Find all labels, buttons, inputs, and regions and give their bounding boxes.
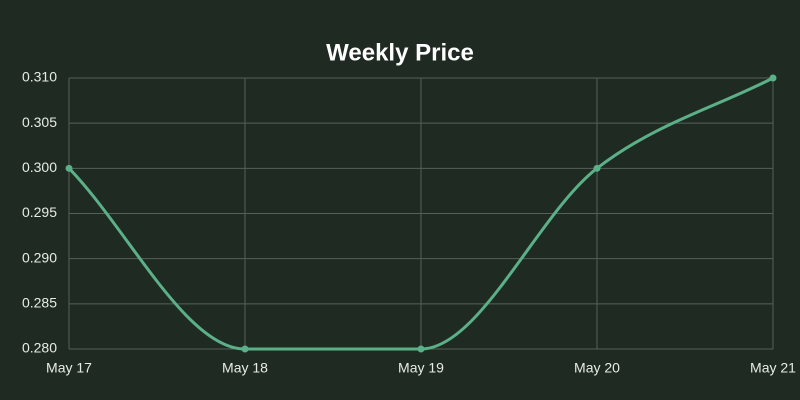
point (593, 164, 601, 172)
y-tick-label: 0.305 (22, 114, 57, 130)
x-tick-label: May 18 (222, 360, 268, 376)
x-tick-label: May 19 (398, 360, 444, 376)
point (769, 74, 777, 82)
y-tick-label: 0.290 (22, 249, 57, 265)
y-tick-label: 0.300 (22, 159, 57, 175)
y-tick-label: 0.285 (22, 295, 57, 311)
chart-title: Weekly Price (326, 39, 474, 66)
x-tick-label: May 17 (46, 360, 92, 376)
y-tick-label: 0.280 (22, 340, 57, 356)
x-tick-label: May 21 (750, 360, 796, 376)
y-tick-label: 0.295 (22, 204, 57, 220)
point (65, 164, 73, 172)
point (417, 345, 425, 353)
y-tick-label: 0.310 (22, 69, 57, 85)
x-tick-label: May 20 (574, 360, 620, 376)
point (241, 345, 249, 353)
